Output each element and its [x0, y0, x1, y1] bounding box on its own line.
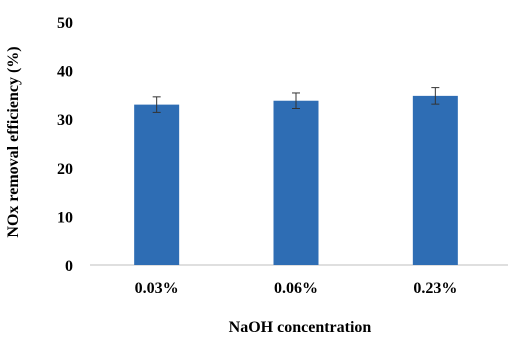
x-tick-label: 0.03% — [135, 280, 179, 297]
y-tick-label: 30 — [57, 112, 73, 129]
x-axis-ticks: 0.03% 0.06% 0.23% — [135, 280, 458, 297]
bars — [134, 95, 458, 266]
bar — [412, 95, 458, 265]
error-bar — [292, 92, 300, 110]
y-tick-label: 50 — [57, 15, 73, 32]
y-tick-label: 0 — [65, 258, 73, 275]
error-bar — [431, 87, 440, 105]
x-tick-label: 0.06% — [274, 280, 318, 297]
error-bar — [152, 96, 161, 113]
error-bars — [152, 87, 440, 113]
y-axis-title: NOx removal efficiency (%) — [5, 46, 22, 237]
x-axis-title: NaOH concentration — [229, 319, 372, 336]
y-axis-ticks: 0 10 20 30 40 50 — [57, 15, 73, 275]
x-tick-label: 0.23% — [413, 280, 457, 297]
y-tick-label: 40 — [57, 64, 73, 81]
y-tick-label: 10 — [57, 209, 73, 226]
bar — [134, 104, 180, 266]
bar — [273, 100, 319, 266]
y-tick-label: 20 — [57, 161, 73, 178]
